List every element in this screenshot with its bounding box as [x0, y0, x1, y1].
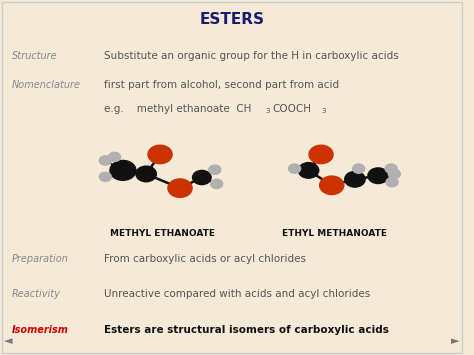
Text: Structure: Structure	[11, 51, 57, 61]
Text: COOCH: COOCH	[273, 104, 312, 114]
Circle shape	[289, 164, 301, 173]
Circle shape	[298, 163, 319, 178]
Text: Isomerism: Isomerism	[11, 325, 68, 335]
Circle shape	[210, 179, 223, 189]
Circle shape	[99, 156, 111, 165]
Circle shape	[192, 170, 211, 185]
Text: ETHYL METHANOATE: ETHYL METHANOATE	[282, 229, 386, 238]
Circle shape	[99, 172, 111, 181]
Text: 3: 3	[321, 108, 326, 114]
Circle shape	[136, 166, 156, 182]
Text: Esters are structural isomers of carboxylic acids: Esters are structural isomers of carboxy…	[104, 325, 389, 335]
Circle shape	[148, 145, 172, 164]
Text: e.g.    methyl ethanoate  CH: e.g. methyl ethanoate CH	[104, 104, 252, 114]
Text: ►: ►	[451, 336, 460, 346]
Text: ◄: ◄	[4, 336, 13, 346]
Circle shape	[319, 176, 344, 195]
Circle shape	[368, 168, 388, 184]
Circle shape	[309, 145, 333, 164]
Text: METHYL ETHANOATE: METHYL ETHANOATE	[110, 229, 215, 238]
Circle shape	[209, 165, 221, 174]
Circle shape	[345, 171, 365, 187]
Text: first part from alcohol, second part from acid: first part from alcohol, second part fro…	[104, 80, 339, 90]
Text: Substitute an organic group for the H in carboxylic acids: Substitute an organic group for the H in…	[104, 51, 399, 61]
Text: ESTERS: ESTERS	[200, 12, 264, 27]
Text: From carboxylic acids or acyl chlorides: From carboxylic acids or acyl chlorides	[104, 254, 306, 264]
Circle shape	[353, 164, 365, 173]
Circle shape	[168, 179, 192, 197]
Text: Preparation: Preparation	[11, 254, 68, 264]
Text: Unreactive compared with acids and acyl chlorides: Unreactive compared with acids and acyl …	[104, 289, 371, 299]
Text: Nomenclature: Nomenclature	[11, 80, 81, 90]
Circle shape	[385, 164, 397, 173]
Circle shape	[109, 152, 120, 162]
Circle shape	[388, 169, 401, 179]
Text: 3: 3	[266, 108, 270, 114]
Text: Reactivity: Reactivity	[11, 289, 61, 299]
Circle shape	[386, 178, 398, 187]
Circle shape	[110, 160, 136, 180]
